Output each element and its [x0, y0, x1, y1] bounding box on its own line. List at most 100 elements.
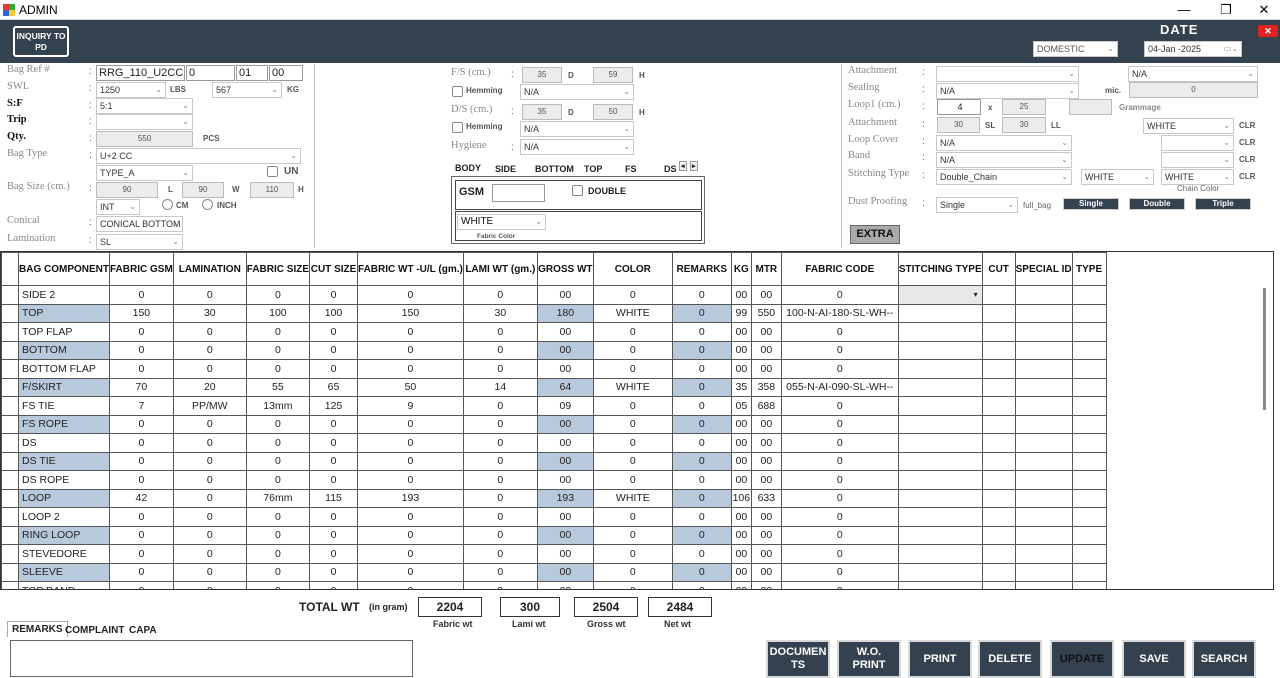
table-cell[interactable]: 00 [536, 525, 594, 545]
table-cell[interactable]: 00 [730, 322, 752, 342]
mic-input[interactable]: 0 [1129, 82, 1258, 98]
table-cell[interactable] [1014, 322, 1073, 342]
table-cell[interactable] [897, 414, 983, 434]
table-cell[interactable]: 0 [245, 340, 311, 360]
table-cell[interactable]: 0 [245, 470, 311, 490]
table-cell[interactable] [1014, 414, 1073, 434]
scrollbar-thumb[interactable] [1263, 288, 1266, 410]
table-cell[interactable]: 0 [357, 322, 464, 342]
table-cell[interactable] [981, 285, 1016, 305]
sealing-select[interactable]: N/A ⌄ [936, 83, 1079, 99]
table-cell[interactable]: 00 [536, 340, 594, 360]
table-cell[interactable]: PP/MW [172, 396, 247, 416]
table-row[interactable]: DS TIE 0 0 0 0 0 0 00 0 0 00 00 0 [1, 451, 1107, 471]
table-cell[interactable]: 00 [730, 414, 752, 434]
double-checkbox[interactable] [572, 185, 583, 196]
delete-button[interactable]: DELETE [978, 640, 1042, 678]
table-cell[interactable]: 0 [671, 433, 732, 453]
table-cell[interactable] [1014, 562, 1073, 582]
table-cell[interactable]: 0 [592, 470, 673, 490]
table-cell[interactable]: 0 [462, 285, 538, 305]
table-cell[interactable] [897, 303, 983, 323]
table-cell[interactable]: 688 [750, 396, 782, 416]
bag-height-input[interactable]: 110 [250, 182, 294, 198]
table-cell[interactable]: LOOP [18, 488, 110, 508]
table-cell[interactable]: 00 [750, 359, 782, 379]
table-cell[interactable] [981, 488, 1016, 508]
table-row[interactable]: TOP BAND000000000000000 [1, 581, 1107, 589]
table-cell[interactable]: 0 [357, 562, 464, 582]
table-cell[interactable]: 0 [780, 340, 899, 360]
table-cell[interactable] [897, 488, 983, 508]
table-cell[interactable]: 0 [462, 470, 538, 490]
loop-cover-color-select[interactable]: ⌄ [1161, 135, 1234, 151]
table-cell[interactable]: 0 [109, 414, 174, 434]
table-cell[interactable]: 0 [671, 581, 732, 589]
attachment-select[interactable]: ⌄ [936, 66, 1079, 82]
table-cell[interactable]: 00 [750, 507, 782, 527]
table-cell[interactable] [1014, 451, 1073, 471]
table-cell[interactable]: 00 [730, 581, 752, 589]
remarks-textarea[interactable] [10, 640, 413, 677]
table-cell[interactable]: 00 [750, 581, 782, 589]
swl-kg-select[interactable]: 567 ⌄ [212, 82, 282, 98]
table-cell[interactable] [981, 470, 1016, 490]
bag-type-select[interactable]: U+2 CC ⌄ [96, 148, 301, 164]
table-cell[interactable]: 0 [592, 507, 673, 527]
table-cell[interactable] [1071, 562, 1107, 582]
grammage-input[interactable] [1069, 99, 1112, 115]
table-cell[interactable]: DS [18, 433, 110, 453]
column-header[interactable]: FABRIC GSM [109, 252, 174, 286]
row-header[interactable] [1, 470, 19, 490]
table-cell[interactable]: 14 [462, 377, 538, 397]
table-cell[interactable]: 00 [730, 340, 752, 360]
table-cell[interactable] [981, 562, 1016, 582]
tab-bottom[interactable]: BOTTOM [535, 164, 574, 174]
table-cell[interactable] [1071, 470, 1107, 490]
tab-body[interactable]: BODY [455, 163, 482, 173]
hygiene-select[interactable]: N/A ⌄ [520, 139, 634, 155]
table-cell[interactable] [897, 377, 983, 397]
table-cell[interactable]: 0 [780, 507, 899, 527]
table-cell[interactable] [1014, 285, 1073, 305]
maximize-button[interactable]: ❐ [1220, 2, 1232, 17]
table-cell[interactable] [897, 396, 983, 416]
table-cell[interactable]: 0 [671, 285, 732, 305]
bag-length-input[interactable]: 90 [96, 182, 158, 198]
tab-fs[interactable]: FS [625, 164, 637, 174]
table-cell[interactable]: 193 [536, 488, 594, 508]
table-cell[interactable] [981, 414, 1016, 434]
table-cell[interactable]: 0 [309, 507, 359, 527]
table-cell[interactable]: 0 [780, 322, 899, 342]
row-header[interactable] [1, 340, 19, 360]
documents-button[interactable]: DOCUMEN TS [766, 640, 830, 678]
table-cell[interactable]: F/SKIRT [18, 377, 110, 397]
table-cell[interactable]: 00 [536, 544, 594, 564]
table-cell[interactable]: 0 [462, 562, 538, 582]
table-cell[interactable]: 0 [592, 414, 673, 434]
table-cell[interactable]: 0 [357, 470, 464, 490]
table-cell[interactable] [897, 525, 983, 545]
table-cell[interactable]: 00 [750, 451, 782, 471]
table-cell[interactable]: 0 [245, 451, 311, 471]
table-cell[interactable]: 0 [109, 451, 174, 471]
single-button[interactable]: Single [1063, 198, 1119, 210]
row-header[interactable] [1, 562, 19, 582]
tab-capa[interactable]: CAPA [129, 625, 157, 636]
table-cell[interactable]: 0 [592, 322, 673, 342]
table-cell[interactable] [1014, 581, 1073, 589]
table-cell[interactable]: 0 [671, 562, 732, 582]
table-cell[interactable]: 0 [462, 507, 538, 527]
row-header[interactable] [1, 507, 19, 527]
table-cell[interactable]: 0 [462, 433, 538, 453]
table-cell[interactable]: 0 [172, 340, 247, 360]
close-window-button[interactable]: ✕ [1258, 2, 1270, 17]
table-cell[interactable]: 0 [780, 285, 899, 305]
stitching-dropdown-icon[interactable]: ▾ [973, 290, 978, 300]
table-cell[interactable]: 0 [357, 433, 464, 453]
tab-scroll-right-icon[interactable]: ▸ [690, 161, 698, 171]
table-cell[interactable] [981, 359, 1016, 379]
table-cell[interactable]: WHITE [592, 303, 673, 323]
table-cell[interactable]: 0 [357, 525, 464, 545]
table-cell[interactable]: 09 [536, 396, 594, 416]
